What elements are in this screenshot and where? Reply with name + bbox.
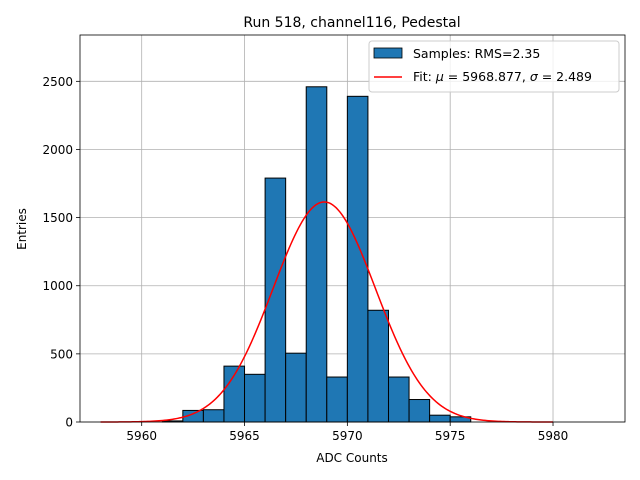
histogram-bar	[244, 373, 266, 423]
gaussian-fit-curve	[100, 201, 554, 423]
histogram-bar	[387, 376, 410, 423]
y-axis-label: Entries	[15, 208, 29, 250]
y-tick-label: 1500	[42, 211, 73, 225]
y-tick-label: 2500	[42, 75, 73, 89]
legend: Samples: RMS=2.35 Fit: μ = 5968.877, σ =…	[368, 40, 620, 93]
legend-box	[368, 40, 620, 93]
x-tick-label: 5975	[435, 429, 466, 443]
legend-histogram-label: Samples: RMS=2.35	[413, 46, 540, 61]
chart-title: Run 518, channel116, Pedestal	[243, 15, 460, 31]
x-tick-label: 5970	[332, 429, 363, 443]
x-axis-ticks: 5960 5965 5970 5975 5980	[126, 422, 568, 443]
y-tick-label: 0	[65, 416, 73, 430]
histogram-bar	[429, 414, 451, 423]
histogram-bar	[346, 95, 369, 423]
x-tick-label: 5960	[126, 429, 157, 443]
histogram-bar	[285, 352, 307, 423]
y-axis-ticks: 0 500 1000 1500 2000 2500	[42, 75, 80, 430]
y-tick-label: 500	[50, 347, 73, 361]
histogram-bar	[305, 86, 328, 423]
x-axis-label: ADC Counts	[316, 451, 388, 465]
x-tick-label: 5965	[229, 429, 260, 443]
plot-frame	[79, 34, 626, 423]
legend-histogram-swatch	[373, 47, 403, 59]
histogram-bar	[367, 309, 389, 423]
legend-fit-label: Fit: μ = 5968.877, σ = 2.489	[413, 69, 592, 84]
histogram-bars	[161, 86, 472, 423]
y-tick-label: 1000	[42, 279, 73, 293]
y-tick-label: 2000	[42, 143, 73, 157]
histogram-bar	[202, 409, 225, 423]
histogram-bar	[408, 399, 431, 423]
histogram-bar	[326, 376, 348, 423]
x-tick-label: 5980	[538, 429, 569, 443]
